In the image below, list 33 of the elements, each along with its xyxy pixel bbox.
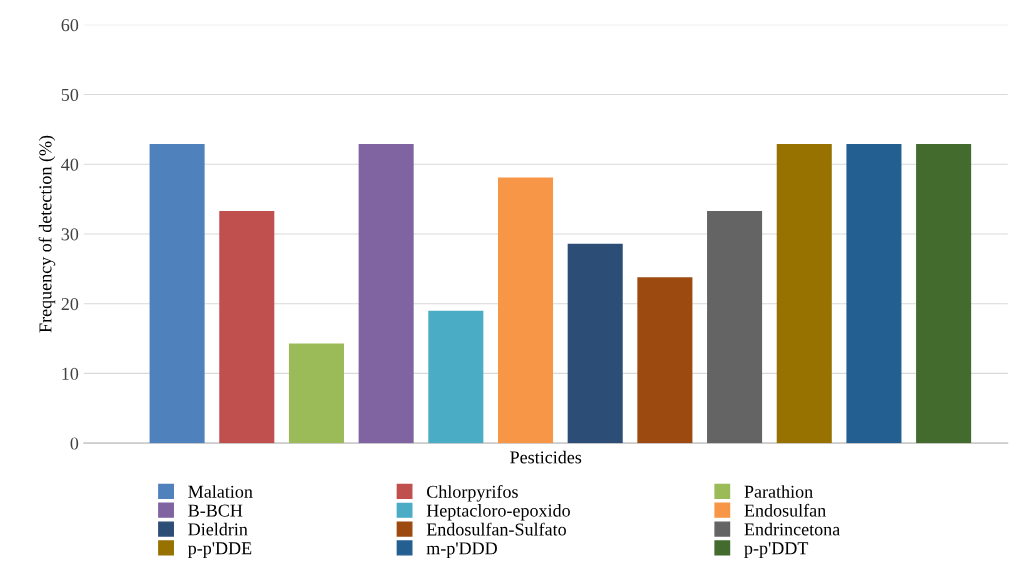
bar [637,277,693,444]
legend-label: Parathion [744,485,813,498]
bar [219,210,275,444]
legend-label: m-p'DDD [426,542,497,559]
bar [707,210,763,444]
y-tick-label: 10 [62,367,79,380]
legend-label: B-BCH [188,504,243,517]
legend-label: Malation [188,485,253,498]
bar [846,144,902,444]
y-tick-label: 30 [61,228,79,241]
legend-label: Endosulfan-Sulfato [426,522,566,536]
bar [567,243,623,444]
legend-label: Dieldrin [188,522,248,536]
legend-label: Chlorpyrifos [426,484,518,502]
legend-label: p-p'DDT [744,542,809,559]
y-axis-title: Frequency of detection (%) [38,135,56,333]
y-tick-label: 0 [70,437,79,450]
bar [358,144,414,444]
y-tick-label: 40 [61,158,79,171]
bar [288,343,344,444]
bar [497,177,554,444]
bar [916,144,972,444]
bar [428,310,484,444]
bar [776,144,832,444]
y-tick-label: 50 [61,88,79,101]
bar [149,144,205,444]
legend-label: Heptacloro-epoxido [426,504,570,521]
x-axis-title: Pesticides [510,450,582,464]
legend-label: Endrincetona [744,522,840,536]
legend-label: Endosulfan [744,503,826,517]
y-tick-label: 20 [61,297,79,311]
y-tick-label: 60 [61,19,79,32]
legend-label: p-p'DDE [188,542,252,559]
